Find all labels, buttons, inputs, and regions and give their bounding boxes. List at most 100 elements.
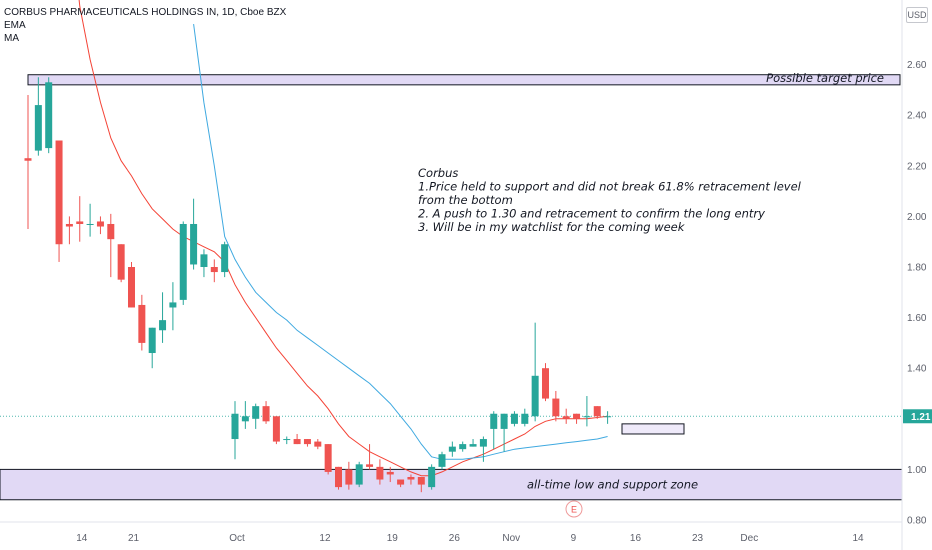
candle[interactable] — [303, 439, 311, 447]
candle-body — [510, 413, 518, 424]
candle[interactable] — [542, 363, 549, 402]
candle[interactable] — [231, 401, 239, 460]
candle-body — [262, 406, 270, 422]
candle[interactable] — [562, 408, 570, 424]
note-line: from the bottom — [418, 193, 513, 207]
candle[interactable] — [448, 441, 456, 457]
candle[interactable] — [324, 444, 332, 475]
candle[interactable] — [366, 444, 374, 470]
x-tick-label: 14 — [852, 533, 864, 544]
ema-legend-label[interactable]: EMA — [4, 20, 26, 31]
candle[interactable] — [510, 411, 518, 427]
candle[interactable] — [293, 433, 301, 445]
candle[interactable] — [200, 249, 208, 278]
candle[interactable] — [479, 436, 487, 462]
candle-body — [397, 479, 405, 485]
candle-body — [417, 476, 425, 485]
candle[interactable] — [262, 401, 270, 424]
candle[interactable] — [386, 466, 394, 483]
candle-body — [210, 267, 218, 273]
candle[interactable] — [241, 401, 249, 429]
candle[interactable] — [45, 77, 53, 154]
candle[interactable] — [65, 216, 73, 245]
candle[interactable] — [34, 77, 42, 156]
candle[interactable] — [210, 259, 218, 283]
candle[interactable] — [169, 282, 177, 331]
candle[interactable] — [96, 216, 104, 235]
candle[interactable] — [500, 413, 508, 452]
candle[interactable] — [272, 416, 280, 445]
ma-line[interactable] — [193, 24, 608, 460]
candle[interactable] — [159, 292, 167, 343]
candle-body — [448, 446, 456, 452]
earnings-marker[interactable]: E — [565, 500, 583, 518]
last-price-tag[interactable]: 1.21 — [903, 409, 932, 424]
candle-body — [107, 223, 115, 240]
candle-body — [231, 413, 239, 440]
candle[interactable] — [417, 476, 425, 493]
entry-zone[interactable] — [621, 423, 685, 435]
target-zone[interactable] — [27, 74, 901, 86]
x-tick-label: 14 — [76, 533, 88, 544]
y-tick-label: 2.00 — [907, 212, 927, 223]
candle[interactable] — [604, 411, 612, 424]
candle-body — [459, 444, 467, 450]
candle[interactable] — [55, 140, 63, 262]
ema-line[interactable] — [28, 0, 608, 477]
candle[interactable] — [552, 390, 560, 422]
candle[interactable] — [283, 436, 291, 445]
ma-legend-label[interactable]: MA — [4, 33, 19, 44]
candle[interactable] — [438, 451, 446, 470]
symbol-title[interactable]: CORBUS PHARMACEUTICALS HOLDINGS IN, 1D, … — [4, 7, 287, 18]
candle[interactable] — [221, 241, 229, 278]
target-label[interactable]: Possible target price — [766, 71, 884, 85]
candle[interactable] — [428, 464, 436, 490]
plot-area[interactable] — [0, 0, 902, 522]
candle[interactable] — [148, 327, 156, 369]
candle[interactable] — [252, 403, 260, 429]
candle[interactable] — [117, 244, 125, 283]
candle[interactable] — [314, 439, 322, 450]
candle[interactable] — [459, 441, 467, 452]
support-label[interactable]: all-time low and support zone — [527, 478, 698, 492]
candle[interactable] — [128, 261, 135, 308]
candle-body — [303, 439, 311, 445]
candle[interactable] — [407, 474, 415, 485]
candle[interactable] — [531, 322, 539, 422]
candle[interactable] — [190, 198, 198, 270]
candle[interactable] — [345, 461, 353, 490]
candle[interactable] — [24, 94, 32, 230]
currency-button[interactable]: USD — [906, 7, 928, 23]
candle[interactable] — [593, 406, 601, 419]
candle-body — [500, 413, 508, 429]
candle[interactable] — [138, 294, 146, 351]
candle[interactable] — [376, 459, 384, 485]
candle-body — [117, 244, 125, 280]
candle[interactable] — [107, 213, 115, 278]
candle[interactable] — [583, 396, 591, 427]
candle[interactable] — [573, 413, 581, 424]
candle-body — [221, 244, 229, 273]
candle-body — [531, 375, 539, 417]
candle[interactable] — [355, 461, 363, 488]
candle[interactable] — [179, 221, 187, 305]
candle[interactable] — [335, 466, 342, 490]
candle-body — [76, 221, 84, 224]
candle-body — [34, 105, 42, 151]
y-tick-label: 2.60 — [907, 60, 927, 71]
candle[interactable] — [521, 408, 529, 427]
candle-body — [604, 416, 612, 418]
candle-body — [86, 223, 94, 225]
candle[interactable] — [86, 203, 94, 237]
candle-body — [241, 416, 249, 422]
candle[interactable] — [397, 479, 405, 488]
candle[interactable] — [490, 411, 498, 450]
candle[interactable] — [469, 439, 477, 447]
candle[interactable] — [76, 196, 84, 242]
support-zone[interactable] — [0, 468, 902, 501]
last-price-label: 1.21 — [911, 412, 931, 423]
candle-body — [138, 304, 146, 343]
candle-body — [438, 454, 446, 467]
